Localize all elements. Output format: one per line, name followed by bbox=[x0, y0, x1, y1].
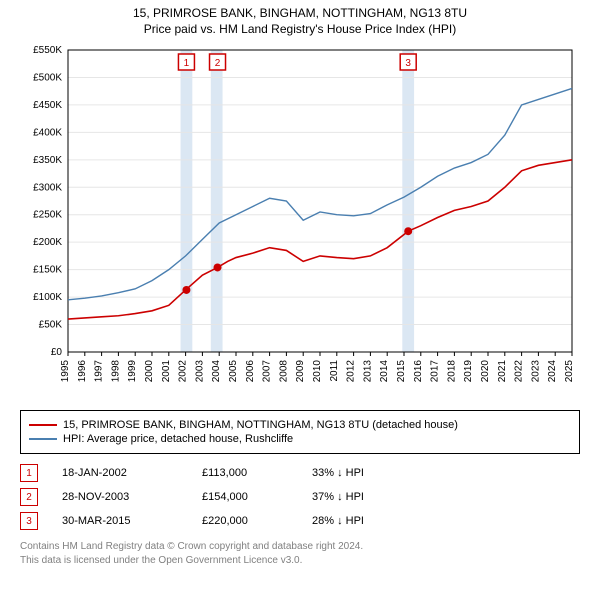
svg-text:2021: 2021 bbox=[497, 360, 508, 383]
page-container: 15, PRIMROSE BANK, BINGHAM, NOTTINGHAM, … bbox=[0, 0, 600, 567]
sale-marker: 2 bbox=[20, 488, 38, 506]
svg-text:2012: 2012 bbox=[346, 360, 357, 383]
sale-row: 2 28-NOV-2003£154,00037% ↓ HPI bbox=[20, 488, 580, 506]
sale-date: 28-NOV-2003 bbox=[62, 491, 202, 503]
chart: £0 £50K £100K £150K £200K £250K £300K £350K £400… bbox=[20, 42, 580, 402]
svg-text:2020: 2020 bbox=[480, 360, 491, 383]
sale-marker: 1 bbox=[20, 464, 38, 482]
svg-text:£0: £0 bbox=[51, 347, 63, 358]
legend-label: 15, PRIMROSE BANK, BINGHAM, NOTTINGHAM, … bbox=[63, 419, 458, 431]
title-line-2: Price paid vs. HM Land Registry's House … bbox=[0, 22, 600, 36]
svg-text:2006: 2006 bbox=[245, 360, 256, 383]
svg-text:2002: 2002 bbox=[178, 360, 189, 383]
svg-text:£200K: £200K bbox=[33, 237, 62, 248]
svg-text:£300K: £300K bbox=[33, 182, 62, 193]
svg-text:1998: 1998 bbox=[110, 360, 121, 383]
svg-text:2008: 2008 bbox=[278, 360, 289, 383]
sale-marker: 3 bbox=[20, 512, 38, 530]
svg-text:2017: 2017 bbox=[430, 360, 441, 383]
title-line-1: 15, PRIMROSE BANK, BINGHAM, NOTTINGHAM, … bbox=[0, 6, 600, 20]
svg-text:2015: 2015 bbox=[396, 360, 407, 383]
legend-swatch bbox=[29, 438, 57, 440]
sale-diff: 33% ↓ HPI bbox=[312, 467, 432, 479]
svg-text:2001: 2001 bbox=[161, 360, 172, 383]
svg-text:2025: 2025 bbox=[564, 360, 575, 383]
sale-diff: 28% ↓ HPI bbox=[312, 515, 432, 527]
title-block: 15, PRIMROSE BANK, BINGHAM, NOTTINGHAM, … bbox=[0, 0, 600, 38]
svg-text:2019: 2019 bbox=[463, 360, 474, 383]
svg-text:£550K: £550K bbox=[33, 45, 62, 56]
svg-text:2: 2 bbox=[215, 58, 221, 69]
svg-text:2018: 2018 bbox=[446, 360, 457, 383]
svg-text:2003: 2003 bbox=[194, 360, 205, 383]
svg-text:3: 3 bbox=[405, 58, 411, 69]
svg-text:2022: 2022 bbox=[514, 360, 525, 383]
svg-text:2010: 2010 bbox=[312, 360, 323, 383]
svg-text:£250K: £250K bbox=[33, 210, 62, 221]
svg-text:2024: 2024 bbox=[547, 360, 558, 383]
legend-swatch bbox=[29, 424, 57, 426]
svg-text:2013: 2013 bbox=[362, 360, 373, 383]
svg-text:1997: 1997 bbox=[94, 360, 105, 383]
svg-text:2014: 2014 bbox=[379, 360, 390, 383]
svg-text:£100K: £100K bbox=[33, 292, 62, 303]
svg-text:£500K: £500K bbox=[33, 72, 62, 83]
sale-price: £220,000 bbox=[202, 515, 312, 527]
svg-text:2000: 2000 bbox=[144, 360, 155, 383]
chart-svg: £0 £50K £100K £150K £200K £250K £300K £350K £400… bbox=[20, 42, 580, 402]
footer-note: Contains HM Land Registry data © Crown c… bbox=[20, 540, 580, 567]
svg-text:£150K: £150K bbox=[33, 265, 62, 276]
sale-date: 30-MAR-2015 bbox=[62, 515, 202, 527]
svg-text:2011: 2011 bbox=[329, 360, 340, 382]
svg-text:1: 1 bbox=[184, 58, 190, 69]
svg-text:1999: 1999 bbox=[127, 360, 138, 383]
sale-price: £154,000 bbox=[202, 491, 312, 503]
legend-label: HPI: Average price, detached house, Rush… bbox=[63, 433, 293, 445]
sales-table: 1 18-JAN-2002£113,00033% ↓ HPI 2 28-NOV-200… bbox=[20, 464, 580, 530]
footer-line-2: This data is licensed under the Open Gov… bbox=[20, 554, 580, 568]
svg-text:£450K: £450K bbox=[33, 100, 62, 111]
svg-text:2007: 2007 bbox=[262, 360, 273, 383]
legend-item: 15, PRIMROSE BANK, BINGHAM, NOTTINGHAM, … bbox=[29, 419, 571, 431]
sale-row: 3 30-MAR-2015£220,00028% ↓ HPI bbox=[20, 512, 580, 530]
svg-text:2005: 2005 bbox=[228, 360, 239, 383]
sale-price: £113,000 bbox=[202, 467, 312, 479]
svg-text:1996: 1996 bbox=[77, 360, 88, 383]
legend: 15, PRIMROSE BANK, BINGHAM, NOTTINGHAM, … bbox=[20, 410, 580, 454]
sale-diff: 37% ↓ HPI bbox=[312, 491, 432, 503]
footer-line-1: Contains HM Land Registry data © Crown c… bbox=[20, 540, 580, 554]
svg-text:2016: 2016 bbox=[413, 360, 424, 383]
svg-text:2009: 2009 bbox=[295, 360, 306, 383]
svg-text:2004: 2004 bbox=[211, 360, 222, 383]
sale-row: 1 18-JAN-2002£113,00033% ↓ HPI bbox=[20, 464, 580, 482]
svg-text:£50K: £50K bbox=[39, 320, 63, 331]
legend-item: HPI: Average price, detached house, Rush… bbox=[29, 433, 571, 445]
svg-text:2023: 2023 bbox=[530, 360, 541, 383]
svg-text:1995: 1995 bbox=[60, 360, 71, 383]
sale-date: 18-JAN-2002 bbox=[62, 467, 202, 479]
svg-text:£350K: £350K bbox=[33, 155, 62, 166]
svg-text:£400K: £400K bbox=[33, 127, 62, 138]
